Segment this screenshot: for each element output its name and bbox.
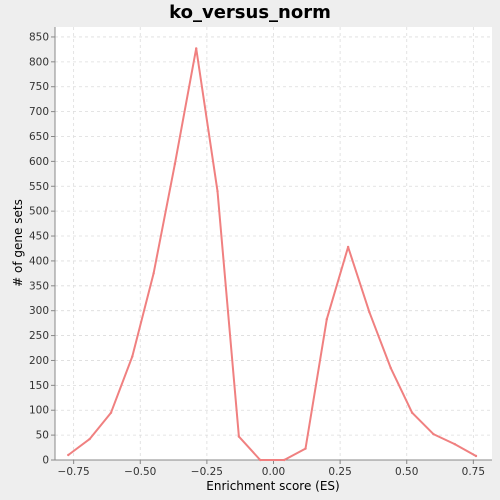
data-point-0-9 (259, 458, 262, 462)
y-tick-label-17: 850 (29, 31, 49, 43)
y-tick-label-2: 100 (29, 405, 49, 417)
y-tick-label-10: 500 (29, 206, 49, 218)
y-tick-label-7: 350 (29, 280, 49, 292)
x-tick-label-0: −0.75 (58, 466, 90, 478)
y-tick-label-4: 200 (29, 355, 49, 367)
y-tick-label-0: 0 (42, 455, 49, 467)
y-tick-label-13: 650 (29, 131, 49, 143)
data-point-0-10 (283, 458, 286, 462)
data-point-0-3 (131, 355, 134, 358)
x-tick-label-2: −0.25 (191, 466, 223, 478)
data-point-0-7 (216, 190, 219, 193)
y-tick-label-9: 450 (29, 231, 49, 243)
x-tick-label-1: −0.50 (124, 466, 156, 478)
data-point-0-8 (237, 435, 241, 438)
data-point-0-18 (453, 442, 456, 446)
data-point-0-17 (432, 432, 435, 436)
data-point-0-5 (173, 162, 177, 166)
y-tick-label-6: 300 (29, 305, 49, 317)
y-tick-label-15: 750 (29, 81, 49, 93)
y-tick-label-1: 50 (36, 430, 49, 442)
data-point-0-15 (389, 366, 392, 370)
series-layer (67, 47, 478, 462)
data-point-0-16 (410, 411, 414, 414)
data-point-0-2 (109, 411, 113, 414)
data-point-0-0 (67, 453, 70, 457)
y-tick-label-12: 600 (29, 156, 49, 168)
y-tick-label-14: 700 (29, 106, 49, 118)
data-point-0-12 (325, 318, 328, 321)
x-tick-label-5: 0.50 (395, 466, 418, 478)
chart-title: ko_versus_norm (169, 2, 331, 23)
data-point-0-4 (152, 272, 155, 275)
x-tick-label-3: 0.00 (262, 466, 285, 478)
y-tick-label-8: 400 (29, 255, 49, 267)
data-point-0-13 (346, 245, 350, 249)
y-tick-label-3: 150 (29, 380, 49, 392)
series-line-0 (67, 47, 477, 461)
data-point-0-19 (474, 454, 478, 458)
x-tick-label-4: 0.25 (328, 466, 351, 478)
x-axis-label: Enrichment score (ES) (206, 479, 339, 493)
data-point-0-1 (88, 437, 91, 441)
data-point-0-14 (368, 311, 371, 314)
y-axis-label: # of gene sets (11, 199, 25, 287)
x-axis-ticks: −0.75 −0.50 −0.25 0.00 0.25 0.50 0.75 (58, 460, 485, 478)
y-tick-label-11: 550 (29, 181, 49, 193)
y-tick-label-5: 250 (29, 330, 49, 342)
y-axis-ticks: 0 50 100 150 200 250 300 350 400 450 500 550 600 650 7… (29, 31, 55, 467)
x-tick-label-6: 0.75 (462, 466, 485, 478)
data-point-0-11 (304, 447, 307, 450)
data-point-0-6 (195, 47, 198, 50)
y-tick-label-16: 800 (29, 56, 49, 68)
